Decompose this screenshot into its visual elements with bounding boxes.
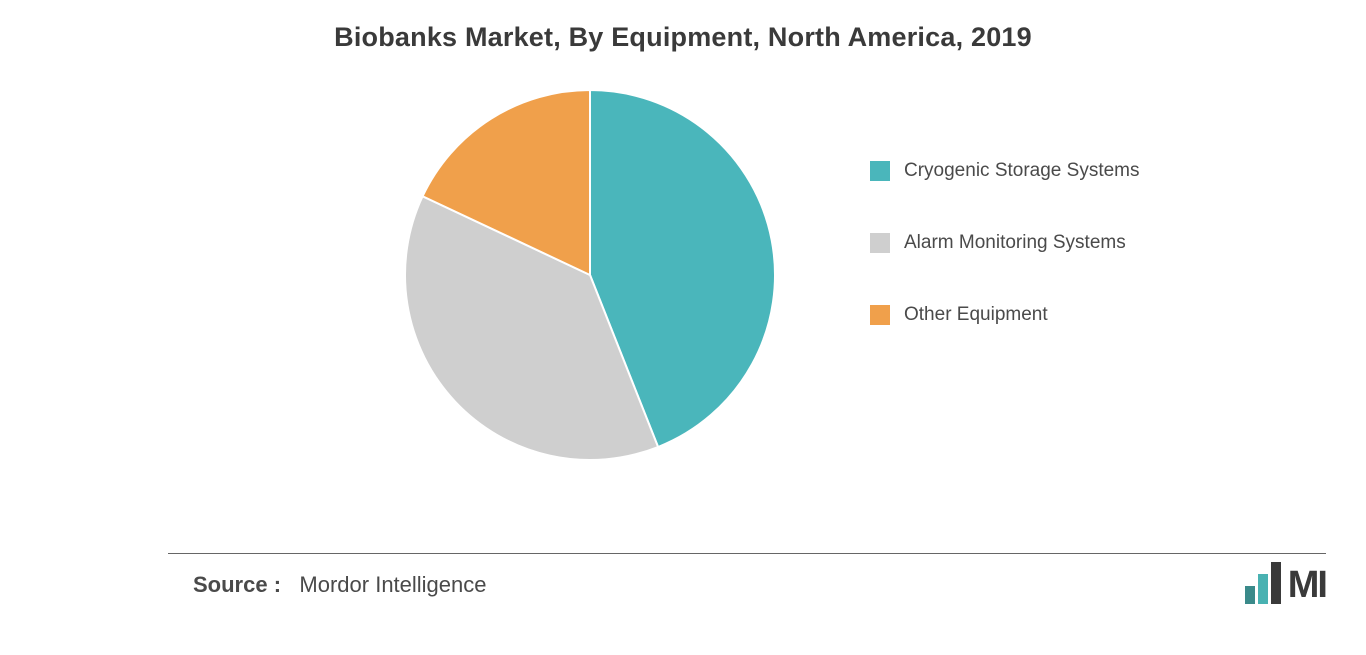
legend-swatch-icon bbox=[870, 233, 890, 253]
pie-chart bbox=[400, 85, 780, 465]
legend-swatch-icon bbox=[870, 305, 890, 325]
legend-label: Other Equipment bbox=[904, 304, 1048, 326]
source-value: Mordor Intelligence bbox=[299, 572, 486, 597]
logo-text: MI bbox=[1288, 566, 1326, 604]
legend: Cryogenic Storage Systems Alarm Monitorin… bbox=[870, 160, 1140, 326]
legend-item: Alarm Monitoring Systems bbox=[870, 232, 1140, 254]
legend-item: Cryogenic Storage Systems bbox=[870, 160, 1140, 182]
footer: Source : Mordor Intelligence MI bbox=[168, 553, 1326, 613]
pie-svg bbox=[400, 85, 780, 465]
source-line: Source : Mordor Intelligence bbox=[193, 572, 487, 598]
logo-bars-icon bbox=[1245, 562, 1281, 604]
legend-label: Alarm Monitoring Systems bbox=[904, 232, 1126, 254]
brand-logo: MI bbox=[1245, 562, 1326, 604]
legend-label: Cryogenic Storage Systems bbox=[904, 160, 1140, 182]
source-label: Source : bbox=[193, 572, 281, 597]
legend-item: Other Equipment bbox=[870, 304, 1140, 326]
legend-swatch-icon bbox=[870, 161, 890, 181]
chart-title: Biobanks Market, By Equipment, North Ame… bbox=[0, 22, 1366, 53]
